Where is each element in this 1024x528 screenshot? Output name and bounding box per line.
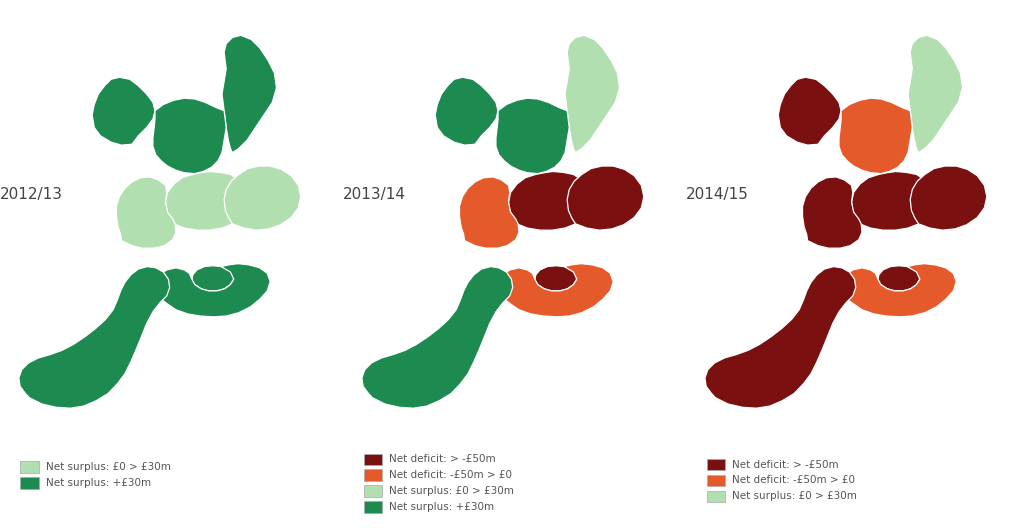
- Polygon shape: [567, 166, 644, 230]
- Polygon shape: [878, 266, 920, 291]
- Polygon shape: [92, 77, 155, 145]
- Text: Net surplus: £0 > £30m: Net surplus: £0 > £30m: [46, 463, 171, 472]
- Polygon shape: [565, 35, 620, 153]
- Polygon shape: [117, 177, 176, 248]
- Text: 2014/15: 2014/15: [686, 187, 749, 202]
- Polygon shape: [460, 177, 519, 248]
- Text: 2012/13: 2012/13: [0, 187, 63, 202]
- Polygon shape: [803, 177, 862, 248]
- Text: Net surplus: £0 > £30m: Net surplus: £0 > £30m: [389, 486, 514, 496]
- Text: Net deficit: > -£50m: Net deficit: > -£50m: [389, 455, 496, 464]
- Text: Net deficit: -£50m > £0: Net deficit: -£50m > £0: [389, 470, 512, 480]
- Polygon shape: [908, 35, 963, 153]
- Polygon shape: [535, 266, 577, 291]
- Polygon shape: [509, 172, 590, 230]
- Polygon shape: [18, 267, 170, 408]
- Polygon shape: [156, 263, 270, 317]
- Polygon shape: [153, 98, 226, 174]
- Polygon shape: [224, 166, 301, 230]
- Polygon shape: [778, 77, 841, 145]
- Polygon shape: [435, 77, 498, 145]
- Text: Net deficit: -£50m > £0: Net deficit: -£50m > £0: [732, 476, 855, 485]
- Polygon shape: [496, 98, 569, 174]
- Polygon shape: [910, 166, 987, 230]
- Polygon shape: [499, 263, 613, 317]
- Text: Net surplus: £0 > £30m: Net surplus: £0 > £30m: [732, 492, 857, 501]
- Polygon shape: [361, 267, 513, 408]
- Polygon shape: [839, 98, 912, 174]
- Text: Net surplus: +£30m: Net surplus: +£30m: [46, 478, 152, 488]
- Polygon shape: [705, 267, 856, 408]
- Polygon shape: [222, 35, 276, 153]
- Text: 2013/14: 2013/14: [343, 187, 407, 202]
- Polygon shape: [166, 172, 247, 230]
- Polygon shape: [842, 263, 956, 317]
- Polygon shape: [191, 266, 233, 291]
- Polygon shape: [852, 172, 933, 230]
- Text: Net deficit: > -£50m: Net deficit: > -£50m: [732, 460, 839, 469]
- Text: Net surplus: +£30m: Net surplus: +£30m: [389, 502, 495, 512]
